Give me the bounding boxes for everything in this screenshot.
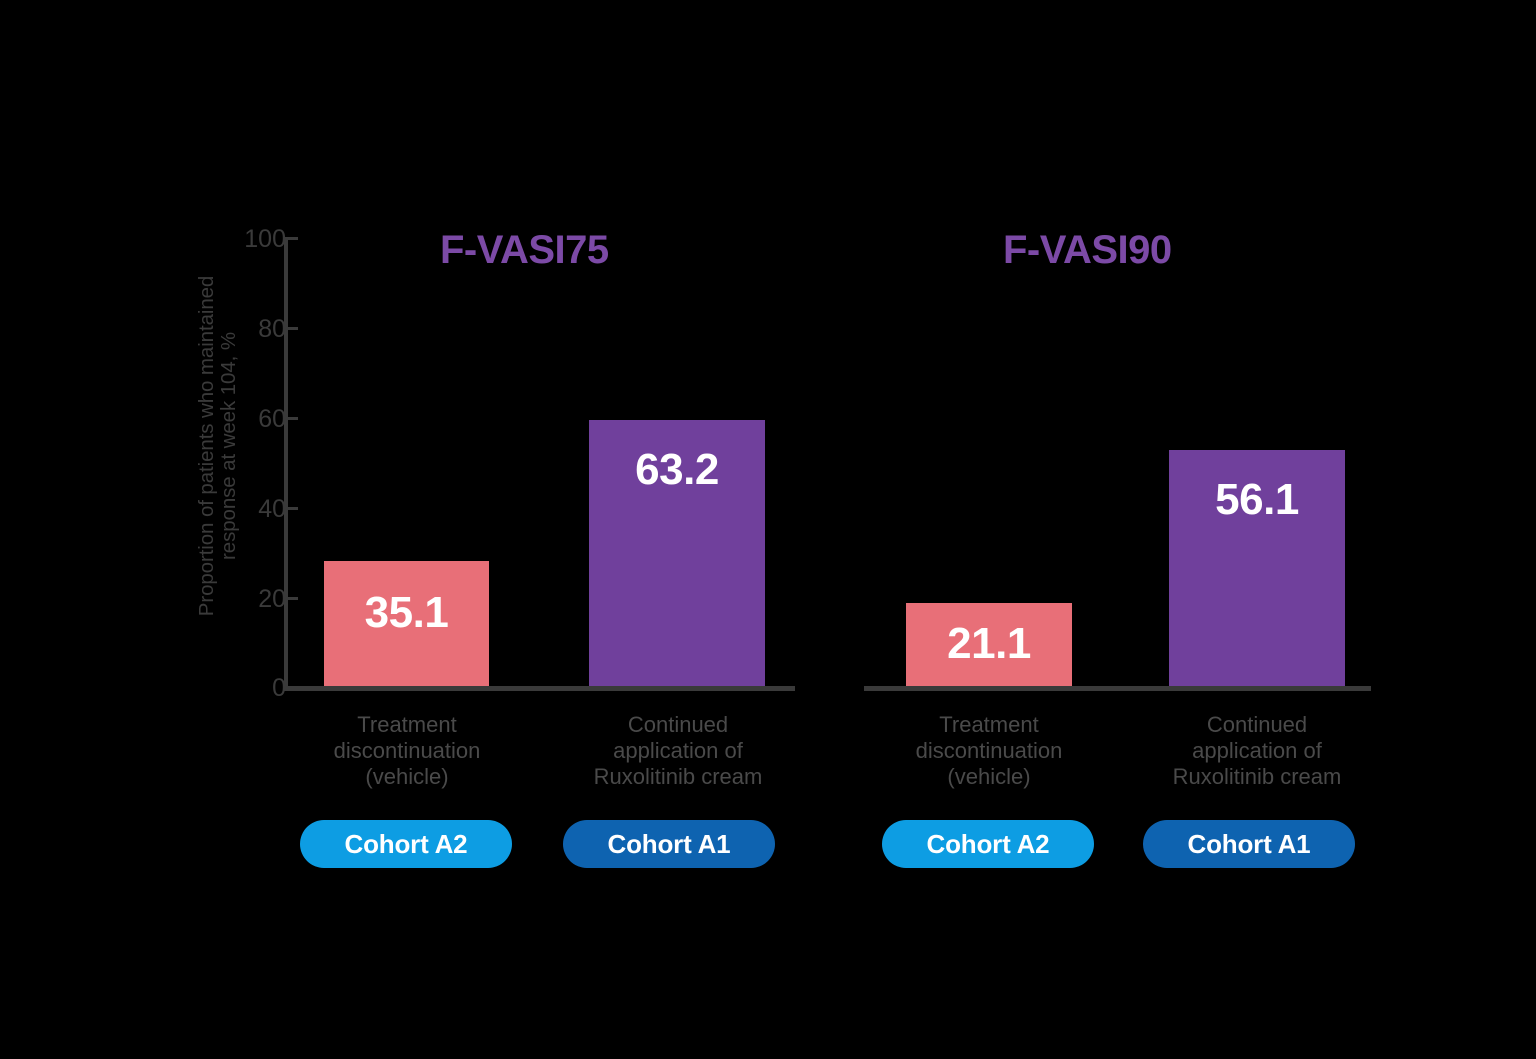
bar-value-fvasi90-cohort-a1: 56.1 (1215, 475, 1299, 524)
bar-fvasi90-cohort-a1[interactable]: 56.1 (1169, 450, 1345, 686)
y-tick-mark-40 (286, 507, 298, 510)
y-axis-title: Proportion of patients who maintained re… (195, 275, 240, 617)
bar-value-fvasi90-cohort-a2: 21.1 (947, 619, 1031, 668)
cohort-pill-fvasi75-a1[interactable]: Cohort A1 (563, 820, 775, 868)
bar-fvasi75-cohort-a2[interactable]: 35.1 (324, 561, 489, 686)
panel-title-fvasi75: F-VASI75 (440, 228, 609, 272)
y-axis-spine (284, 237, 288, 690)
category-label-fvasi75-cohort-a1: Continued application of Ruxolitinib cre… (593, 712, 763, 789)
y-tick-mark-80 (286, 327, 298, 330)
cohort-pill-fvasi75-a2[interactable]: Cohort A2 (300, 820, 512, 868)
bar-value-fvasi75-cohort-a2: 35.1 (364, 588, 449, 637)
y-tick-label-20: 20 (258, 585, 286, 613)
y-tick-label-60: 60 (258, 405, 286, 433)
category-label-fvasi90-cohort-a1: Continued application of Ruxolitinib cre… (1172, 712, 1342, 789)
y-tick-mark-100 (286, 237, 298, 240)
bar-fvasi90-cohort-a2[interactable]: 21.1 (906, 603, 1072, 686)
y-tick-label-100: 100 (244, 225, 286, 253)
bar-fvasi75-cohort-a1[interactable]: 63.2 (589, 420, 765, 686)
y-tick-label-80: 80 (258, 315, 286, 343)
panel-title-fvasi90: F-VASI90 (1003, 228, 1172, 272)
y-tick-mark-60 (286, 417, 298, 420)
y-tick-label-0: 0 (272, 674, 286, 702)
cohort-pill-fvasi90-a1[interactable]: Cohort A1 (1143, 820, 1355, 868)
y-tick-mark-20 (286, 597, 298, 600)
x-axis-baseline-left (284, 686, 795, 691)
cohort-pill-fvasi90-a2[interactable]: Cohort A2 (882, 820, 1094, 868)
y-tick-label-40: 40 (258, 495, 286, 523)
bar-value-fvasi75-cohort-a1: 63.2 (635, 445, 719, 494)
category-label-fvasi75-cohort-a2: Treatment discontinuation (vehicle) (333, 712, 481, 789)
x-axis-baseline-right (864, 686, 1371, 691)
category-label-fvasi90-cohort-a2: Treatment discontinuation (vehicle) (915, 712, 1063, 789)
